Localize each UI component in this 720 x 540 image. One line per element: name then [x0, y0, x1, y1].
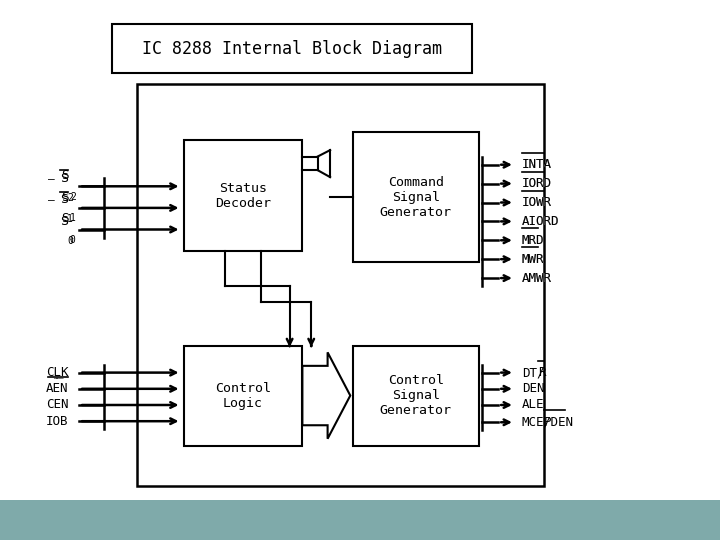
Text: IORD: IORD: [522, 177, 552, 190]
Text: Command
Signal
Generator: Command Signal Generator: [380, 176, 452, 219]
Text: IOB: IOB: [46, 415, 68, 428]
Text: INTA: INTA: [522, 158, 552, 171]
Text: INTA: INTA: [522, 158, 552, 171]
Bar: [184, 346, 302, 446]
Text: PDEN: PDEN: [544, 416, 574, 429]
Bar: [137, 84, 544, 486]
Bar: [0, 500, 720, 540]
Text: 2: 2: [67, 193, 73, 203]
Text: MRD: MRD: [522, 234, 544, 247]
Text: S: S: [60, 215, 68, 228]
Text: IOWR: IOWR: [522, 196, 552, 209]
Text: AIORD: AIORD: [522, 215, 559, 228]
Text: CLK: CLK: [46, 366, 68, 379]
Text: IC 8288 Internal Block Diagram: IC 8288 Internal Block Diagram: [142, 39, 441, 58]
Text: MRD: MRD: [522, 234, 544, 247]
Text: Control
Signal
Generator: Control Signal Generator: [380, 374, 452, 417]
Text: IORD: IORD: [522, 177, 552, 190]
Text: MWR: MWR: [522, 253, 544, 266]
Text: AIORD: AIORD: [522, 215, 559, 228]
Text: MWR: MWR: [522, 253, 544, 266]
Text: S: S: [61, 212, 68, 225]
Bar: [112, 24, 472, 73]
Text: MWR: MWR: [522, 253, 544, 266]
Text: MCE/: MCE/: [522, 416, 552, 429]
Text: _: _: [48, 191, 55, 201]
Text: ALE: ALE: [522, 399, 544, 411]
Text: AMWR: AMWR: [522, 272, 552, 285]
Text: S: S: [61, 169, 68, 182]
Polygon shape: [302, 353, 350, 438]
Text: AEN: AEN: [46, 382, 68, 395]
Bar: [184, 140, 302, 251]
Text: MRD: MRD: [522, 234, 544, 247]
Bar: [353, 346, 479, 446]
Text: DT/: DT/: [522, 366, 544, 379]
Bar: [353, 132, 479, 262]
Text: 0: 0: [70, 235, 76, 245]
Text: IORD: IORD: [522, 177, 552, 190]
Text: AMWR: AMWR: [522, 272, 552, 285]
Text: _: _: [48, 170, 55, 180]
Text: R: R: [538, 366, 546, 379]
Text: INTA: INTA: [522, 158, 552, 171]
Text: S: S: [61, 191, 68, 204]
Text: AMWR: AMWR: [522, 272, 552, 285]
Text: IOWR: IOWR: [522, 196, 552, 209]
Text: Control
Logic: Control Logic: [215, 382, 271, 409]
Text: 2: 2: [70, 192, 76, 202]
Text: Status
Decoder: Status Decoder: [215, 182, 271, 210]
Text: DEN: DEN: [522, 382, 544, 395]
Text: S: S: [60, 172, 68, 185]
Text: 1: 1: [70, 213, 76, 224]
Text: 1: 1: [67, 214, 73, 225]
Text: ___: ___: [53, 373, 63, 379]
Text: IOWR: IOWR: [522, 196, 552, 209]
Text: CEN: CEN: [46, 399, 68, 411]
Text: 0: 0: [67, 236, 73, 246]
Text: AIORD: AIORD: [522, 215, 559, 228]
Text: S: S: [60, 193, 68, 206]
